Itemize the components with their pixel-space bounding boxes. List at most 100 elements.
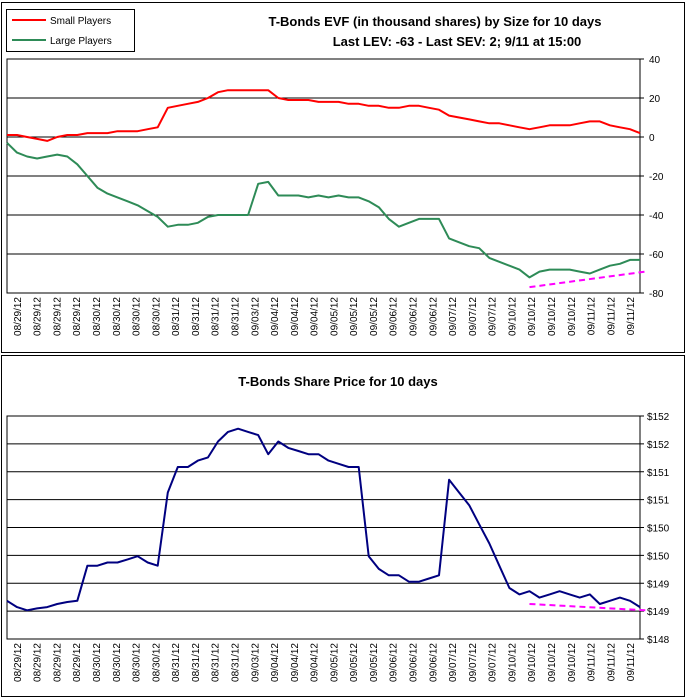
x-tick-label: 08/30/12 <box>92 643 103 682</box>
price-chart: T-Bonds Share Price for 10 days $152$152… <box>1 355 685 697</box>
x-tick-label: 09/07/12 <box>468 643 479 682</box>
price-chart-area <box>1 355 685 697</box>
x-tick-label: 09/06/12 <box>389 297 400 336</box>
evf-legend-box <box>6 9 135 52</box>
x-tick-label: 09/04/12 <box>310 297 321 336</box>
small-players-series-line <box>7 89 641 142</box>
x-tick-label: 09/04/12 <box>310 643 321 682</box>
x-tick-label: 08/31/12 <box>211 643 222 682</box>
x-tick-label: 08/29/12 <box>33 643 44 682</box>
x-tick-label: 09/06/12 <box>409 297 420 336</box>
y-tick-label: -20 <box>649 172 664 183</box>
x-tick-label: 09/10/12 <box>527 643 538 682</box>
evf-series <box>6 89 641 279</box>
x-tick-label: 09/07/12 <box>488 643 499 682</box>
y-tick-label: 0 <box>649 133 655 144</box>
evf-legend: Small Players Large Players <box>6 9 135 52</box>
x-tick-label: 08/29/12 <box>52 297 63 336</box>
y-tick-label: $149 <box>647 607 670 618</box>
x-tick-label: 09/06/12 <box>389 643 400 682</box>
x-tick-label: 08/30/12 <box>132 643 143 682</box>
x-tick-label: 08/30/12 <box>151 297 162 336</box>
evf-chart-title: T-Bonds EVF (in thousand shares) by Size… <box>268 14 601 29</box>
legend-label-large-players: Large Players <box>50 36 112 47</box>
evf-chart-area <box>1 2 685 353</box>
price-y-axis: $152 $152 $151 $151 $150 $150 $149 $149 $148 <box>640 412 670 646</box>
x-tick-label: 09/03/12 <box>250 643 261 682</box>
x-tick-label: 08/29/12 <box>72 643 83 682</box>
y-tick-label: 40 <box>649 55 661 66</box>
x-tick-label: 09/06/12 <box>428 643 439 682</box>
x-tick-label: 08/29/12 <box>13 297 24 336</box>
x-tick-label: 09/10/12 <box>507 643 518 682</box>
x-tick-label: 09/05/12 <box>329 643 340 682</box>
x-tick-label: 08/31/12 <box>191 297 202 336</box>
x-tick-label: 09/04/12 <box>290 643 301 682</box>
x-tick-label: 08/29/12 <box>52 643 63 682</box>
x-tick-label: 09/10/12 <box>507 297 518 336</box>
x-tick-label: 09/05/12 <box>329 297 340 336</box>
x-tick-label: 09/10/12 <box>527 297 538 336</box>
y-tick-label: $151 <box>647 496 670 507</box>
legend-label-small-players: Small Players <box>50 16 111 27</box>
y-tick-label: $150 <box>647 551 670 562</box>
x-tick-label: 09/05/12 <box>349 297 360 336</box>
evf-y-axis: 40 20 0 -20 -40 -60 -80 <box>640 55 664 300</box>
price-x-axis: 08/29/12 08/29/12 08/29/12 08/29/12 08/30/12… <box>13 643 637 682</box>
x-tick-label: 09/10/12 <box>567 297 578 336</box>
x-tick-label: 08/30/12 <box>112 643 123 682</box>
price-gridlines <box>6 415 641 640</box>
x-tick-label: 09/03/12 <box>250 297 261 336</box>
x-tick-label: 09/11/12 <box>626 297 637 336</box>
y-tick-label: $152 <box>647 440 670 451</box>
price-series-line <box>6 427 641 612</box>
price-chart-title: T-Bonds Share Price for 10 days <box>238 374 437 389</box>
x-tick-label: 08/30/12 <box>132 297 143 336</box>
y-tick-label: $148 <box>647 635 670 646</box>
y-tick-label: $149 <box>647 579 670 590</box>
evf-gridlines <box>6 58 641 294</box>
x-tick-label: 08/29/12 <box>72 297 83 336</box>
x-tick-label: 09/05/12 <box>369 643 380 682</box>
x-tick-label: 09/07/12 <box>448 297 459 336</box>
x-tick-label: 09/10/12 <box>547 297 558 336</box>
x-tick-label: 08/31/12 <box>230 643 241 682</box>
y-tick-label: $151 <box>647 468 670 479</box>
large-players-series-line <box>6 142 640 279</box>
x-tick-label: 09/07/12 <box>488 297 499 336</box>
x-tick-label: 09/10/12 <box>547 643 558 682</box>
x-tick-label: 09/04/12 <box>290 297 301 336</box>
x-tick-label: 08/30/12 <box>92 297 103 336</box>
x-tick-label: 09/07/12 <box>468 297 479 336</box>
x-tick-label: 09/04/12 <box>270 297 281 336</box>
x-tick-label: 08/31/12 <box>211 297 222 336</box>
evf-x-axis: 08/29/12 08/29/12 08/29/12 08/29/12 08/30/12… <box>13 297 637 336</box>
x-tick-label: 09/11/12 <box>587 643 598 682</box>
y-tick-label: -80 <box>649 289 664 300</box>
y-tick-label: $152 <box>647 412 670 423</box>
x-tick-label: 09/07/12 <box>448 643 459 682</box>
x-tick-label: 08/30/12 <box>112 297 123 336</box>
y-tick-label: 20 <box>649 94 661 105</box>
x-tick-label: 09/05/12 <box>349 643 360 682</box>
evf-chart-subtitle: Last LEV: -63 - Last SEV: 2; 9/11 at 15:… <box>333 34 582 49</box>
evf-chart: T-Bonds EVF (in thousand shares) by Size… <box>1 2 685 353</box>
y-tick-label: -60 <box>649 250 664 261</box>
x-tick-label: 08/31/12 <box>191 643 202 682</box>
x-tick-label: 08/30/12 <box>151 643 162 682</box>
x-tick-label: 08/29/12 <box>13 643 24 682</box>
x-tick-label: 09/11/12 <box>587 297 598 336</box>
price-series <box>6 427 641 612</box>
x-tick-label: 08/31/12 <box>171 643 182 682</box>
x-tick-label: 08/29/12 <box>33 297 44 336</box>
y-tick-label: $150 <box>647 524 670 535</box>
x-tick-label: 09/11/12 <box>626 643 637 682</box>
y-tick-label: -40 <box>649 211 664 222</box>
x-tick-label: 09/04/12 <box>270 643 281 682</box>
x-tick-label: 09/05/12 <box>369 297 380 336</box>
x-tick-label: 09/10/12 <box>567 643 578 682</box>
x-tick-label: 09/11/12 <box>606 643 617 682</box>
x-tick-label: 09/11/12 <box>606 297 617 336</box>
x-tick-label: 09/06/12 <box>409 643 420 682</box>
